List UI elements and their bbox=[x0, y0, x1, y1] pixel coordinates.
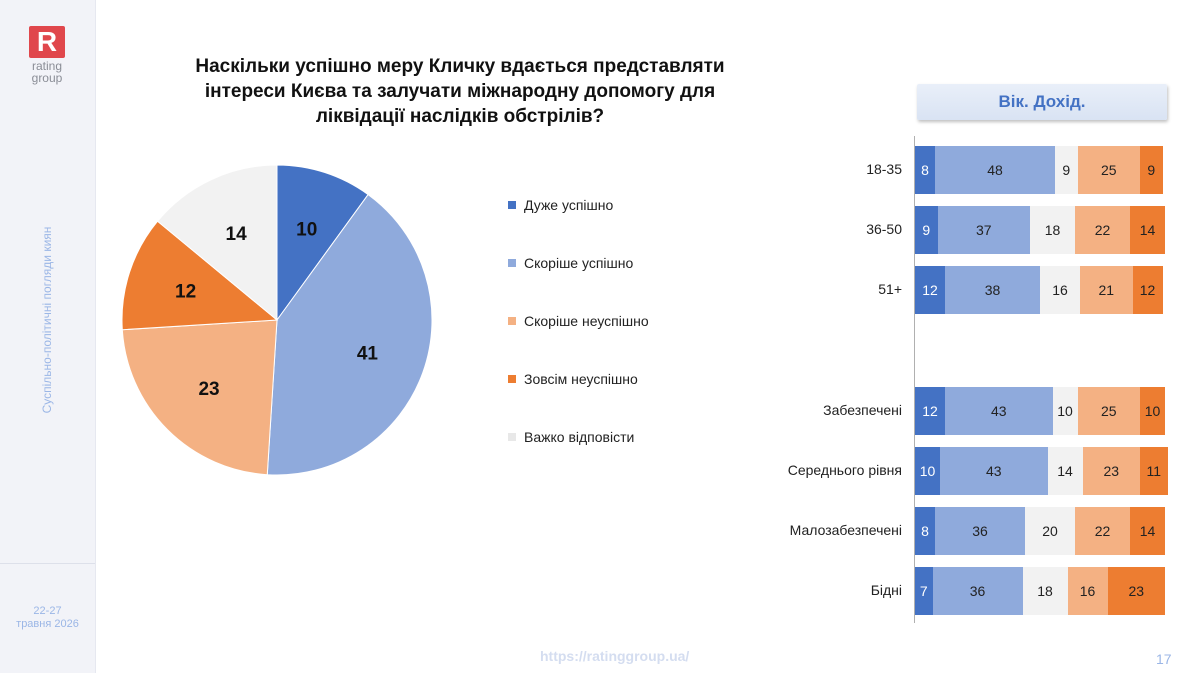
legend-label: Важко відповісти bbox=[524, 429, 635, 445]
bar-segment: 23 bbox=[1107, 567, 1165, 615]
bar-segment: 37 bbox=[937, 206, 1030, 254]
legend-swatch bbox=[508, 259, 516, 267]
bar-segment: 10 bbox=[1140, 387, 1165, 435]
survey-series-title: Суспільно-політичні погляди киян bbox=[40, 226, 54, 414]
tab-age-income[interactable]: Вік. Дохід. bbox=[917, 84, 1167, 120]
bar-segment: 21 bbox=[1080, 266, 1133, 314]
bar-segment: 38 bbox=[945, 266, 1040, 314]
legend-swatch bbox=[508, 433, 516, 441]
bar-segment: 14 bbox=[1047, 447, 1083, 495]
legend-label: Скоріше неуспішно bbox=[524, 313, 649, 329]
bar-category-label: Забезпечені bbox=[823, 402, 902, 418]
bar-segment: 10 bbox=[1052, 387, 1078, 435]
footer-url-link[interactable]: https://ratinggroup.ua/ bbox=[540, 648, 690, 664]
bar-segment: 9 bbox=[1055, 146, 1078, 194]
bar-segment: 12 bbox=[915, 266, 945, 314]
legend-label: Зовсім неуспішно bbox=[524, 371, 638, 387]
bar-segment: 12 bbox=[915, 387, 945, 435]
bar-segment: 20 bbox=[1025, 507, 1075, 555]
bar-segment: 8 bbox=[915, 146, 935, 194]
legend-label: Скоріше успішно bbox=[524, 255, 634, 271]
bar-segment: 43 bbox=[945, 387, 1053, 435]
bar-segment: 9 bbox=[915, 206, 938, 254]
bar-category-label: Середнього рівня bbox=[787, 462, 902, 478]
bar-segment: 36 bbox=[935, 507, 1025, 555]
sidebar: R rating group Суспільно-політичні погля… bbox=[0, 0, 96, 673]
bar-segment: 25 bbox=[1077, 146, 1140, 194]
bar-segment: 18 bbox=[1030, 206, 1075, 254]
bar-segment: 22 bbox=[1075, 206, 1130, 254]
rating-group-logo[interactable]: R rating group bbox=[25, 26, 69, 84]
pie-chart: 10 41 23 12 14 bbox=[121, 164, 433, 476]
sidebar-divider bbox=[0, 563, 95, 564]
bar-segment: 8 bbox=[915, 507, 935, 555]
bar-segment: 9 bbox=[1140, 146, 1163, 194]
pie-slice bbox=[156, 164, 278, 322]
legend-label: Дуже успішно bbox=[524, 197, 614, 213]
bar-segment: 11 bbox=[1140, 447, 1168, 495]
bar-segment: 16 bbox=[1067, 567, 1108, 615]
bar-segment: 16 bbox=[1040, 266, 1080, 314]
page-number: 17 bbox=[1156, 651, 1172, 667]
logo-mark: R bbox=[29, 26, 65, 58]
bar-segment: 14 bbox=[1130, 507, 1165, 555]
bar-segment: 25 bbox=[1077, 387, 1140, 435]
pie-slice-label: 10 bbox=[296, 220, 317, 241]
bar-segment: 48 bbox=[935, 146, 1055, 194]
survey-date-days: 22-27 bbox=[33, 605, 62, 617]
pie-slice-label: 12 bbox=[175, 281, 196, 302]
bar-segment: 18 bbox=[1022, 567, 1068, 615]
survey-date-month: травня 2026 bbox=[16, 618, 79, 630]
bar-category-label: Бідні bbox=[870, 582, 902, 598]
slide-title: Наскільки успішно меру Кличку вдається п… bbox=[195, 56, 725, 127]
bar-segment: 14 bbox=[1130, 206, 1165, 254]
legend-swatch bbox=[508, 375, 516, 383]
bar-segment: 12 bbox=[1132, 266, 1163, 314]
pie-slice-label: 14 bbox=[226, 224, 248, 245]
bar-category-label: 51+ bbox=[878, 281, 902, 297]
pie-slice-label: 41 bbox=[357, 344, 379, 365]
bar-segment: 7 bbox=[915, 567, 933, 615]
bar-category-label: Малозабезпечені bbox=[789, 522, 902, 538]
bar-segment: 36 bbox=[932, 567, 1023, 615]
legend-swatch bbox=[508, 201, 516, 209]
survey-date: 22-27 травня 2026 bbox=[0, 605, 95, 631]
bar-segment: 43 bbox=[940, 447, 1048, 495]
bar-segment: 10 bbox=[915, 447, 940, 495]
pie-slice bbox=[121, 319, 278, 476]
pie-slice bbox=[121, 220, 279, 331]
bar-axis-line bbox=[914, 136, 915, 623]
bar-segment: 22 bbox=[1075, 507, 1130, 555]
bar-category-label: 18-35 bbox=[866, 161, 902, 177]
pie-slice bbox=[266, 193, 433, 476]
bar-segment: 23 bbox=[1082, 447, 1140, 495]
pie-slice-label: 23 bbox=[198, 379, 219, 400]
legend-swatch bbox=[508, 317, 516, 325]
logo-text: rating group bbox=[31, 59, 63, 85]
pie-slice bbox=[276, 164, 369, 322]
bar-category-label: 36-50 bbox=[866, 221, 902, 237]
